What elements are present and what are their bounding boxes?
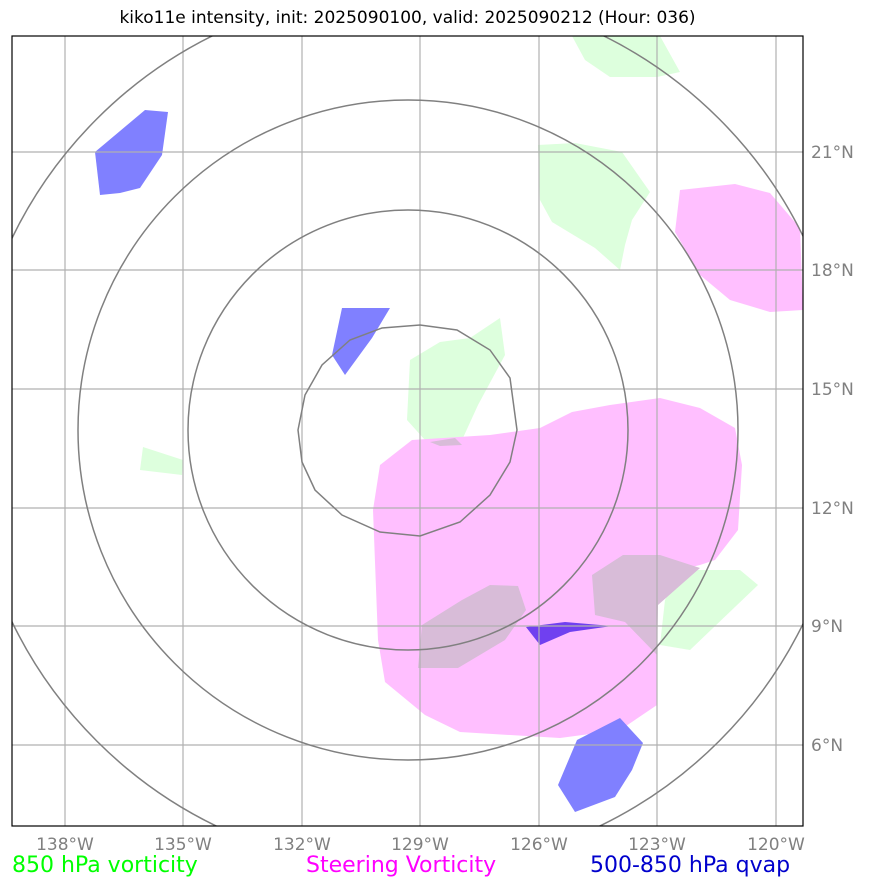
vorticity-850-region bbox=[538, 143, 650, 270]
range-ring bbox=[187, 209, 629, 651]
legend-qvap: 500-850 hPa qvap bbox=[590, 853, 791, 878]
longitude-tick-label: 138°W bbox=[36, 835, 94, 855]
latitude-tick-label: 18°N bbox=[811, 261, 854, 281]
map-area bbox=[12, 36, 803, 826]
legend-850-vorticity: 850 hPa vorticity bbox=[12, 853, 198, 878]
qvap-region bbox=[332, 308, 390, 375]
longitude-tick-label: 135°W bbox=[154, 835, 212, 855]
range-ring bbox=[77, 99, 739, 761]
vorticity-850-regions bbox=[140, 36, 758, 650]
steering-vorticity-region bbox=[675, 184, 803, 312]
vorticity-850-region bbox=[407, 318, 505, 440]
latitude-tick-label: 6°N bbox=[811, 736, 843, 756]
legend-steering-vorticity: Steering Vorticity bbox=[306, 853, 497, 878]
graticule bbox=[12, 36, 803, 826]
longitude-tick-label: 126°W bbox=[510, 835, 568, 855]
longitude-tick-label: 120°W bbox=[747, 835, 805, 855]
latitude-tick-label: 21°N bbox=[811, 143, 854, 163]
overlap-region bbox=[430, 438, 462, 446]
longitude-tick-labels: 138°W 135°W 132°W 129°W 126°W 123°W 120°… bbox=[36, 835, 805, 855]
qvap-region bbox=[526, 622, 612, 645]
latitude-tick-label: 12°N bbox=[811, 499, 854, 519]
latitude-tick-labels: 21°N 18°N 15°N 12°N 9°N 6°N bbox=[811, 143, 854, 756]
longitude-tick-label: 132°W bbox=[273, 835, 331, 855]
vorticity-850-region bbox=[140, 447, 183, 475]
range-ring bbox=[297, 324, 518, 537]
figure-title: kiko11e intensity, init: 2025090100, val… bbox=[119, 8, 696, 28]
longitude-tick-label: 129°W bbox=[391, 835, 449, 855]
latitude-tick-label: 9°N bbox=[811, 617, 843, 637]
vorticity-850-region bbox=[660, 570, 758, 650]
latitude-tick-label: 15°N bbox=[811, 380, 854, 400]
map-frame bbox=[11, 35, 804, 827]
qvap-region bbox=[558, 718, 643, 812]
range-rings bbox=[12, 36, 803, 826]
vorticity-850-region bbox=[572, 36, 680, 77]
overlap-region bbox=[592, 555, 700, 655]
longitude-tick-label: 123°W bbox=[628, 835, 686, 855]
